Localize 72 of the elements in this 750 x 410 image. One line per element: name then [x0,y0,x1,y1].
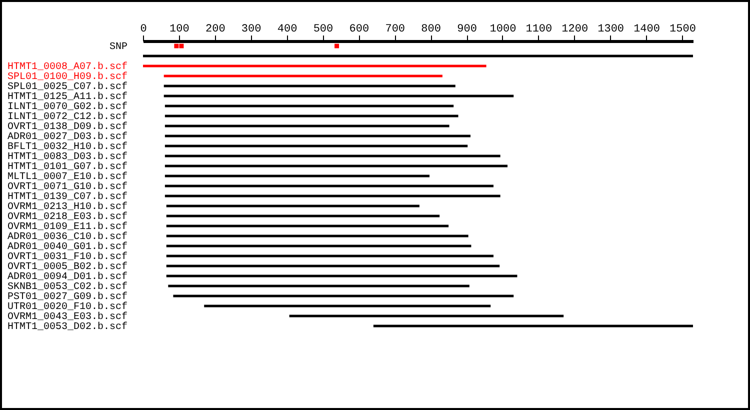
bar [164,174,430,178]
bar [166,244,472,248]
x-tick-label: 600 [349,24,370,36]
x-tick-label: 1300 [598,24,624,36]
y-tick-label: HTMT1_0008_A07.b.scf [7,61,128,73]
y-tick-label: HTMT1_0101_G07.b.scf [7,161,128,173]
y-tick-label: ADR01_0027_D03.b.scf [7,131,128,143]
y-tick-label: HTMT1_0139_C07.b.scf [7,191,128,203]
bar [173,294,514,298]
x-tick-label: 1400 [634,24,660,36]
y-tick-label: OVRM1_0043_E03.b.scf [7,311,128,323]
y-tick-label: OVRM1_0213_H10.b.scf [7,201,128,213]
y-tick-label: OVRT1_0005_B02.b.scf [7,261,128,273]
bar [204,304,491,308]
x-tick-label: 0 [140,24,147,36]
y-tick-label: HTMT1_0083_D03.b.scf [7,151,128,163]
bar [164,124,450,128]
bar [166,254,494,258]
bar [164,184,494,188]
y-tick-label: OVRM1_0218_E03.b.scf [7,211,128,223]
y-tick-label: HTMT1_0125_A11.b.scf [7,91,128,103]
bar [164,164,508,168]
x-tick-label: 500 [313,24,334,36]
x-tick-label: 800 [421,24,441,36]
bar [164,114,458,118]
x-tick-label: 1500 [670,24,696,36]
y-tick-label: OVRT1_0071_G10.b.scf [7,181,128,193]
bar [373,324,693,328]
bar [164,74,442,78]
bar [166,204,420,208]
y-tick-label: SPL01_0100_H09.b.scf [7,71,128,83]
y-tick-label: SPL01_0025_C07.b.scf [7,81,128,93]
x-tick-label: 1000 [490,24,516,36]
bar [166,224,449,228]
bar [166,274,518,278]
x-tick-label: 400 [277,24,298,36]
bar [143,54,693,58]
y-tick-label: OVRT1_0138_D09.b.scf [7,121,128,133]
x-tick-label: 1200 [562,24,588,36]
y-tick-label: ILNT1_0072_C12.b.scf [7,111,128,123]
bar [164,94,514,98]
bar [166,214,440,218]
bar [164,144,468,148]
x-tick-label: 700 [385,24,406,36]
bar [164,134,470,138]
x-tick-label: 200 [205,24,226,36]
bar [168,284,470,288]
bar [164,104,454,108]
bar [164,154,500,158]
bar [164,194,500,198]
y-tick-label: BFLT1_0032_H10.b.scf [7,141,128,153]
x-tick-label: 1100 [526,24,552,36]
y-tick-label: OVRM1_0109_E11.b.scf [7,221,128,233]
x-tick-label: 100 [170,24,190,36]
y-tick-label: SNP [109,42,128,53]
y-tick-label: HTMT1_0053_D02.b.scf [7,321,128,333]
y-tick-label: UTR01_0020_F10.b.scf [7,301,128,313]
x-tick-label: 300 [241,24,262,36]
y-tick-label: SKNB1_0053_C02.b.scf [7,281,128,293]
bar [143,64,486,68]
y-tick-label: ILNT1_0070_G02.b.scf [7,101,128,113]
y-tick-label: ADR01_0036_C10.b.scf [7,231,128,243]
y-tick-label: PST01_0027_G09.b.scf [7,291,128,303]
bar [166,264,500,268]
y-tick-label: MLTL1_0007_E10.b.scf [7,171,128,183]
y-tick-label: OVRT1_0031_F10.b.scf [7,251,128,263]
y-tick-label: ADR01_0094_D01.b.scf [7,271,128,283]
bar [164,84,456,88]
y-tick-label: ADR01_0040_G01.b.scf [7,241,128,253]
x-tick-label: 900 [457,24,477,36]
bar [289,314,564,318]
bar [166,234,468,238]
